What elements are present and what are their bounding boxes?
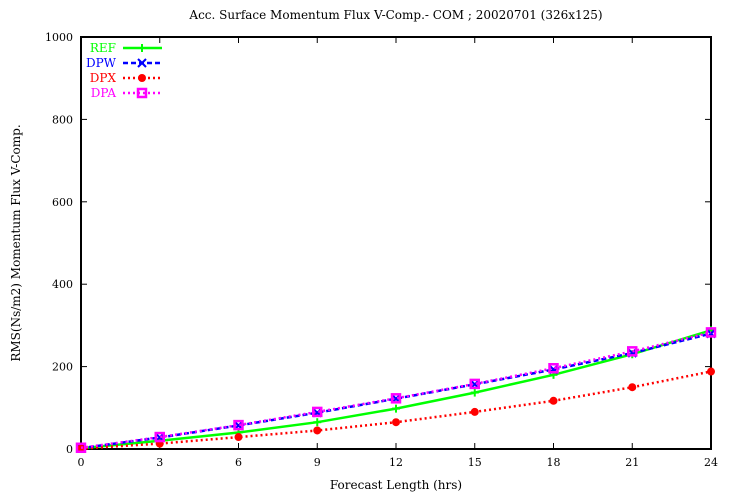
y-axis-label: RMS(Ns/m2) Momentum Flux V-Comp. <box>9 124 23 361</box>
chart-title: Acc. Surface Momentum Flux V-Comp.- COM … <box>188 8 602 22</box>
y-tick-label: 0 <box>66 443 73 456</box>
series-line-dpa <box>80 331 712 450</box>
data-point-dpx <box>549 396 558 405</box>
legend-item-dpw: DPW <box>86 56 162 70</box>
data-point-dpa <box>705 327 717 338</box>
series-line-ref <box>80 329 712 450</box>
x-axis-label: Forecast Length (hrs) <box>330 478 462 492</box>
data-point-dpa <box>627 346 638 357</box>
y-tick-label: 800 <box>52 113 73 126</box>
data-point-dpa <box>390 393 402 404</box>
data-point-ref <box>392 404 400 413</box>
legend-label-dpx: DPX <box>90 71 117 85</box>
data-point-dpx <box>392 418 400 427</box>
series-dpa <box>75 327 717 454</box>
legend-label-dpa: DPA <box>91 86 117 100</box>
series-layer <box>75 326 717 454</box>
legend-item-dpx: DPX <box>90 71 162 85</box>
data-point-dpa <box>469 378 480 390</box>
data-point-ref <box>470 388 479 397</box>
legend-label-dpw: DPW <box>86 56 117 70</box>
legend-marker-ref <box>138 44 146 52</box>
data-point-dpa <box>548 362 559 374</box>
x-tick-label: 0 <box>78 456 85 469</box>
y-tick-label: 600 <box>52 196 73 209</box>
x-tick-label: 9 <box>314 456 321 469</box>
x-tick-label: 3 <box>156 456 163 469</box>
legend-item-ref: REF <box>90 41 162 55</box>
data-point-dpa <box>233 419 244 431</box>
data-point-dpx <box>707 367 715 376</box>
series-dpw <box>76 328 716 453</box>
x-tick-label: 12 <box>389 456 403 469</box>
legend-marker-dpx <box>138 74 146 82</box>
x-tick-label: 6 <box>235 456 242 469</box>
data-point-dpx <box>234 433 243 442</box>
data-point-dpx <box>313 426 322 435</box>
data-point-ref <box>313 418 322 427</box>
y-tick-label: 200 <box>52 361 73 374</box>
data-point-dpx <box>470 407 479 416</box>
legend-item-dpa: DPA <box>91 86 162 100</box>
x-tick-label: 24 <box>704 456 718 469</box>
x-tick-label: 21 <box>625 456 639 469</box>
plot-frame <box>80 36 712 450</box>
x-tick-label: 15 <box>468 456 482 469</box>
data-point-dpa <box>75 442 87 454</box>
cross-bar-b <box>137 58 147 68</box>
data-point-dpa <box>154 431 165 443</box>
data-point-dpa <box>312 406 323 418</box>
series-line-dpw <box>80 332 712 450</box>
legend-label-ref: REF <box>90 41 116 55</box>
x-tick-label: 18 <box>547 456 561 469</box>
axis-ticks: 0 3 6 9 12 15 18 21 24 0 200 400 600 800 1000 <box>45 31 718 469</box>
y-tick-label: 1000 <box>45 31 73 44</box>
y-tick-label: 400 <box>52 278 73 291</box>
data-point-dpx <box>628 383 637 392</box>
legend-marker-dpw <box>137 58 147 68</box>
legend-marker-dpa <box>136 87 148 99</box>
